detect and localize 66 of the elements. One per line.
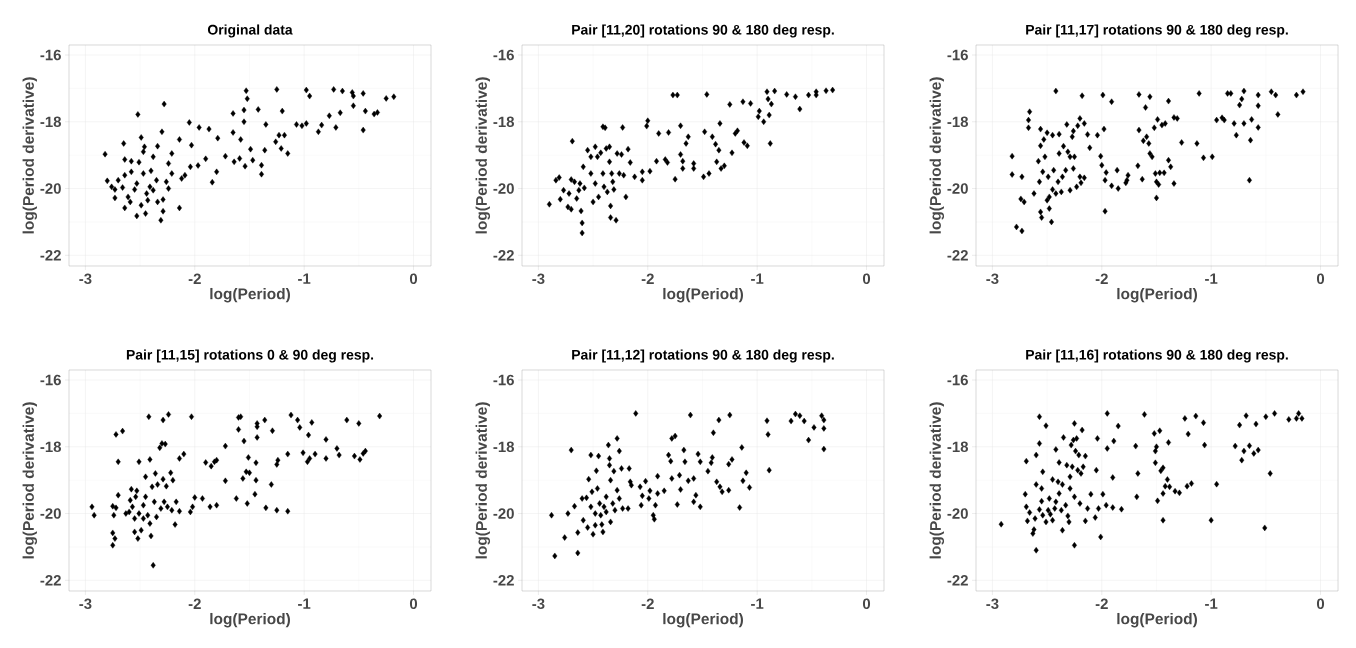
y-axis-title: log(Period derivative) [475,402,491,559]
x-axis-title: log(Period) [1117,287,1197,303]
x-tick-label: -1 [751,598,764,609]
y-tick-label: -16 [40,374,61,386]
y-tick-label: -22 [40,575,61,586]
x-tick-label: -2 [188,598,201,609]
x-axis-title: log(Period) [1117,612,1197,628]
y-tick-label: -20 [493,508,514,519]
x-tick-label: 0 [862,273,871,285]
x-tick-label: -1 [751,273,764,284]
y-tick-label: -16 [40,49,61,61]
x-axis-title: log(Period) [210,287,290,303]
x-tick-label: -2 [1095,273,1108,284]
x-tick-label: -3 [532,273,545,285]
y-axis-title: log(Period derivative) [929,77,945,234]
chart-title: Original data [207,24,293,38]
y-tick-label: -18 [40,116,62,128]
y-tick-label: -20 [947,183,968,194]
y-tick-label: -18 [493,116,515,128]
x-tick-label: 0 [862,598,871,610]
y-axis-title: log(Period derivative) [22,402,38,559]
x-tick-label: -3 [532,598,545,610]
y-tick-label: -16 [493,49,514,61]
y-tick-label: -16 [947,49,968,61]
y-tick-label: -20 [40,508,61,519]
x-tick-label: -2 [641,273,654,284]
x-tick-label: 0 [409,598,418,610]
y-axis-title: log(Period derivative) [475,77,491,234]
x-tick-label: 0 [1316,273,1325,285]
x-tick-label: -3 [986,273,999,285]
y-tick-label: -18 [947,441,969,453]
y-tick-label: -16 [947,374,968,386]
x-tick-label: -1 [298,273,311,284]
x-tick-label: -2 [1095,598,1108,609]
y-tick-label: -20 [40,183,61,194]
x-tick-label: 0 [409,273,418,285]
x-tick-label: -3 [79,273,92,285]
x-tick-label: -3 [986,598,999,610]
y-axis-title: log(Period derivative) [22,77,38,234]
y-tick-label: -16 [493,374,514,386]
x-tick-label: -1 [1205,598,1218,609]
chart-title: Pair [11,17] rotations 90 & 180 deg resp. [1026,24,1288,38]
y-tick-label: -22 [40,250,61,261]
y-tick-label: -18 [947,116,969,128]
y-tick-label: -18 [493,441,515,453]
y-tick-label: -22 [493,250,514,261]
y-tick-label: -22 [493,575,514,586]
x-tick-label: 0 [1316,598,1325,610]
chart-title: Pair [11,15] rotations 0 & 90 deg resp. [126,349,374,363]
x-tick-label: -3 [79,598,92,610]
y-tick-label: -22 [947,575,968,586]
chart-title: Pair [11,12] rotations 90 & 180 deg resp. [572,349,834,363]
x-tick-label: -2 [641,598,654,609]
x-axis-title: log(Period) [210,612,290,628]
y-axis-title: log(Period derivative) [929,402,945,559]
y-tick-label: -20 [493,183,514,194]
chart-title: Pair [11,20] rotations 90 & 180 deg resp. [572,24,834,38]
y-tick-label: -18 [40,441,62,453]
chart-title: Pair [11,16] rotations 90 & 180 deg resp. [1026,349,1288,363]
x-tick-label: -2 [188,273,201,284]
y-tick-label: -22 [947,250,968,261]
x-tick-label: -1 [298,598,311,609]
x-axis-title: log(Period) [663,612,743,628]
y-tick-label: -20 [947,508,968,519]
x-axis-title: log(Period) [663,287,743,303]
x-tick-label: -1 [1205,273,1218,284]
